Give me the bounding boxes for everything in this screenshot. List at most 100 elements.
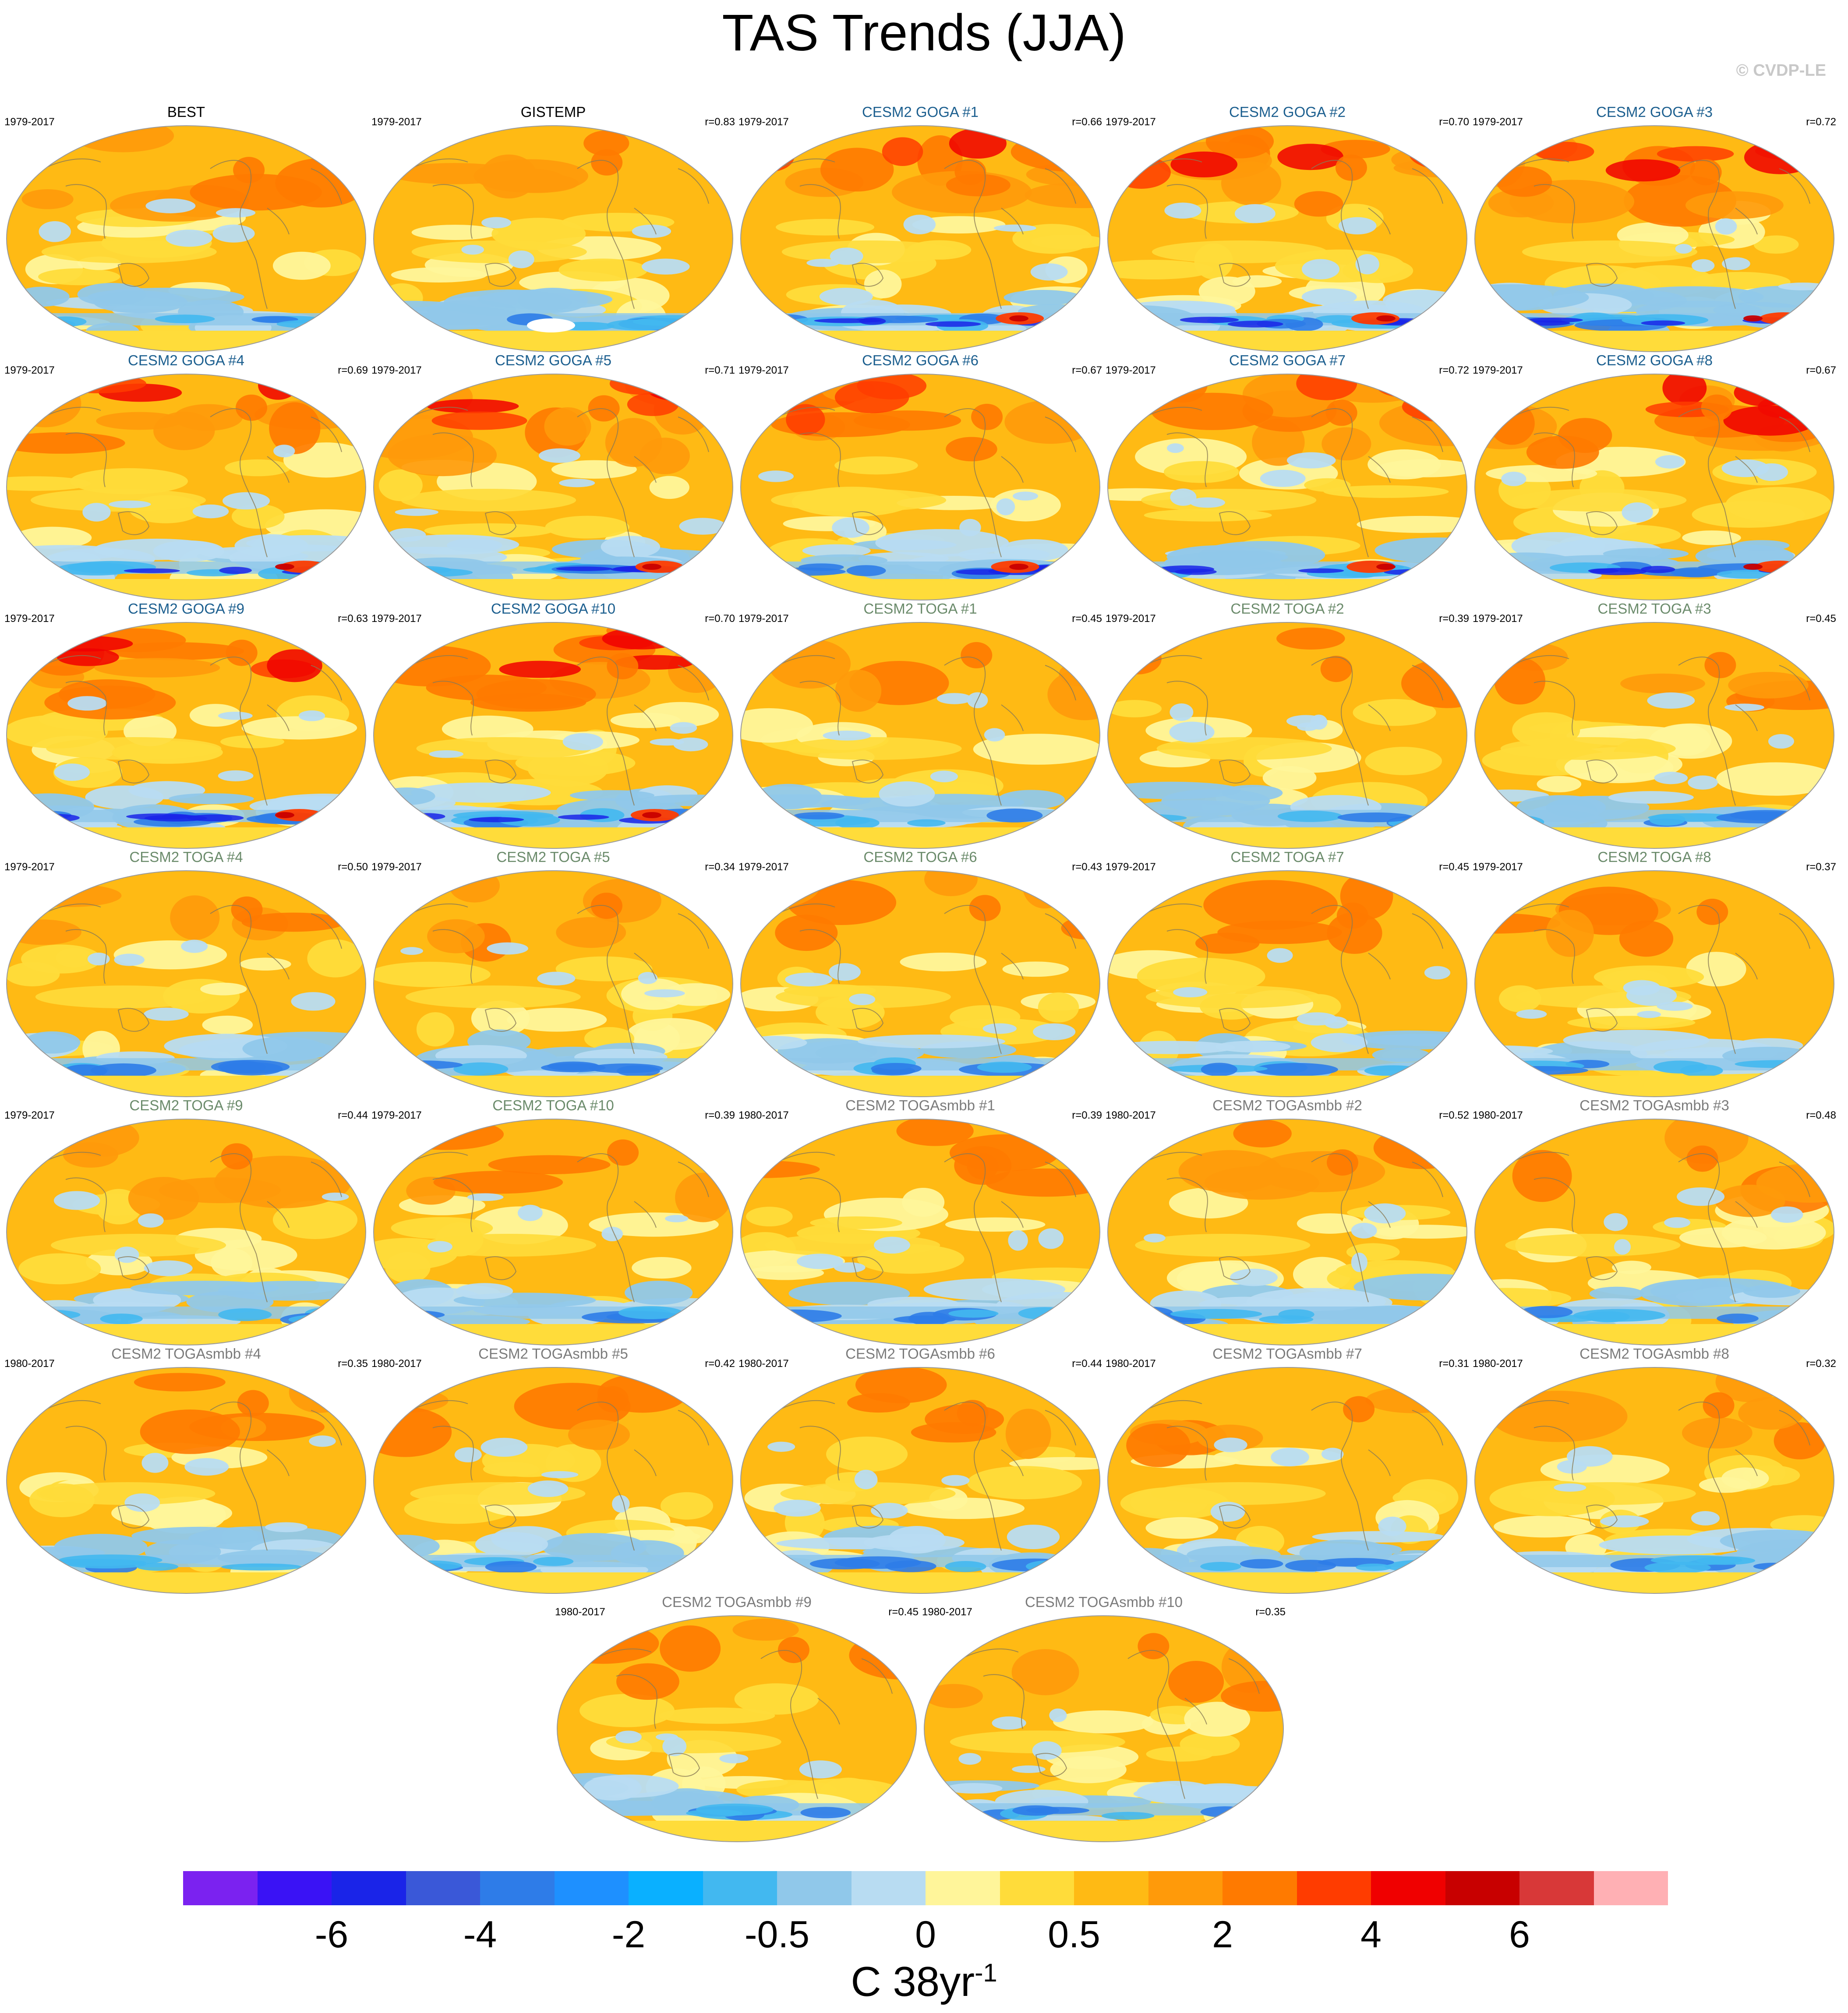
panel-title: CESM2 TOGA #4 <box>129 849 243 865</box>
panel-title: CESM2 TOGAsmbb #1 <box>845 1097 995 1113</box>
map-panel: CESM2 TOGA #8 1979-2017 r=0.37 <box>1473 849 1836 1102</box>
robinson-map <box>1107 1367 1467 1594</box>
panel-correlation: r=0.45 <box>1806 613 1836 625</box>
map-panel: CESM2 TOGAsmbb #2 1980-2017 r=0.52 <box>1106 1097 1469 1350</box>
panel-title: CESM2 TOGA #9 <box>129 1097 243 1113</box>
panel-title: CESM2 GOGA #1 <box>862 104 979 120</box>
robinson-map <box>740 1119 1100 1346</box>
colorbar-swatch <box>1074 1871 1148 1905</box>
units-main: C 38yr <box>851 1958 975 2005</box>
panel-years: 1979-2017 <box>4 116 55 128</box>
panel-years: 1979-2017 <box>738 613 789 625</box>
panel-title: CESM2 TOGA #2 <box>1230 600 1344 617</box>
colorbar-swatch <box>629 1871 703 1905</box>
panel-correlation: r=0.67 <box>1072 364 1102 376</box>
panel-years: 1979-2017 <box>1473 364 1523 376</box>
robinson-map <box>6 870 366 1097</box>
panel-correlation: r=0.48 <box>1806 1109 1836 1121</box>
robinson-map <box>373 125 733 352</box>
map-panel: CESM2 GOGA #8 1979-2017 r=0.67 <box>1473 352 1836 605</box>
panel-years: 1980-2017 <box>922 1606 972 1618</box>
panel-correlation: r=0.72 <box>1439 364 1469 376</box>
panel-correlation: r=0.70 <box>705 613 735 625</box>
panel-correlation: r=0.39 <box>1072 1109 1102 1121</box>
robinson-map <box>6 1119 366 1346</box>
colorbar-swatch <box>1223 1871 1297 1905</box>
figure-title: TAS Trends (JJA) <box>722 4 1126 62</box>
robinson-map <box>1107 125 1467 352</box>
panel-title: CESM2 GOGA #3 <box>1596 104 1713 120</box>
colorbar-swatch <box>1519 1871 1594 1905</box>
panel-years: 1979-2017 <box>4 861 55 873</box>
robinson-map <box>1107 870 1467 1097</box>
colorbar-tick-label: 6 <box>1509 1914 1530 1956</box>
panel-title: CESM2 TOGAsmbb #6 <box>845 1346 995 1362</box>
panel-correlation: r=0.44 <box>1072 1358 1102 1370</box>
panel-years: 1979-2017 <box>4 364 55 376</box>
map-panel: CESM2 TOGA #6 1979-2017 r=0.43 <box>738 849 1102 1102</box>
colorbar-swatch <box>926 1871 1000 1905</box>
map-panel: CESM2 TOGA #10 1979-2017 r=0.39 <box>371 1097 735 1350</box>
colorbar-swatch <box>777 1871 852 1905</box>
panel-years: 1979-2017 <box>738 861 789 873</box>
panel-title: CESM2 TOGAsmbb #8 <box>1579 1346 1729 1362</box>
robinson-map <box>740 622 1100 849</box>
panel-correlation: r=0.72 <box>1806 116 1836 128</box>
panel-years: 1979-2017 <box>1106 613 1156 625</box>
panel-correlation: r=0.52 <box>1439 1109 1469 1121</box>
map-panel: CESM2 TOGA #2 1979-2017 r=0.39 <box>1106 600 1469 854</box>
robinson-map <box>740 374 1100 600</box>
robinson-map <box>373 1367 733 1594</box>
robinson-map <box>6 374 366 600</box>
map-panel: CESM2 GOGA #9 1979-2017 r=0.63 <box>4 600 368 854</box>
panel-correlation: r=0.45 <box>1072 613 1102 625</box>
panel-correlation: r=0.34 <box>705 861 735 873</box>
robinson-map <box>557 1615 917 1842</box>
map-panel: GISTEMP 1979-2017 r=0.83 <box>371 104 735 357</box>
panel-correlation: r=0.83 <box>705 116 735 128</box>
robinson-map <box>1107 622 1467 849</box>
panel-title: CESM2 TOGA #7 <box>1230 849 1344 865</box>
panel-correlation: r=0.35 <box>338 1358 368 1370</box>
map-panel: CESM2 GOGA #1 1979-2017 r=0.66 <box>738 104 1102 357</box>
panel-years: 1979-2017 <box>371 364 422 376</box>
map-panel: BEST 1979-2017 <box>4 104 368 357</box>
map-panel: CESM2 TOGAsmbb #4 1980-2017 r=0.35 <box>4 1346 368 1599</box>
colorbar-swatch <box>703 1871 777 1905</box>
robinson-map <box>740 1367 1100 1594</box>
panel-correlation: r=0.31 <box>1439 1358 1469 1370</box>
panel-title: CESM2 TOGAsmbb #2 <box>1212 1097 1362 1113</box>
panel-title: CESM2 GOGA #6 <box>862 352 979 368</box>
panel-title: BEST <box>167 104 205 120</box>
colorbar-tick-label: 0.5 <box>1048 1914 1100 1956</box>
colorbar-tick-label: -4 <box>463 1914 497 1956</box>
panel-correlation: r=0.66 <box>1072 116 1102 128</box>
map-panel: CESM2 GOGA #7 1979-2017 r=0.72 <box>1106 352 1469 605</box>
colorbar-tick-label: 0 <box>915 1914 936 1956</box>
panel-title: GISTEMP <box>520 104 586 120</box>
colorbar-tick-label: -0.5 <box>744 1914 810 1956</box>
panel-correlation: r=0.71 <box>705 364 735 376</box>
map-panel: CESM2 GOGA #3 1979-2017 r=0.72 <box>1473 104 1836 357</box>
map-panel: CESM2 TOGA #1 1979-2017 r=0.45 <box>738 600 1102 854</box>
robinson-map <box>1474 1367 1834 1594</box>
panel-years: 1980-2017 <box>371 1358 422 1370</box>
map-panel: CESM2 TOGAsmbb #8 1980-2017 r=0.32 <box>1473 1346 1836 1599</box>
robinson-map <box>373 622 733 849</box>
colorbar-swatch <box>1148 1871 1223 1905</box>
panel-correlation: r=0.42 <box>705 1358 735 1370</box>
panel-years: 1980-2017 <box>1106 1109 1156 1121</box>
panel-correlation: r=0.70 <box>1439 116 1469 128</box>
panel-years: 1979-2017 <box>1106 116 1156 128</box>
panel-years: 1979-2017 <box>738 116 789 128</box>
colorbar-swatch <box>851 1871 926 1905</box>
panel-years: 1979-2017 <box>1473 861 1523 873</box>
panel-years: 1979-2017 <box>4 613 55 625</box>
panel-years: 1980-2017 <box>1106 1358 1156 1370</box>
colorbar-swatch <box>554 1871 629 1905</box>
panel-title: CESM2 GOGA #5 <box>495 352 611 368</box>
panel-years: 1979-2017 <box>4 1109 55 1121</box>
panel-years: 1979-2017 <box>371 861 422 873</box>
robinson-map <box>373 1119 733 1346</box>
robinson-map <box>1474 125 1834 352</box>
